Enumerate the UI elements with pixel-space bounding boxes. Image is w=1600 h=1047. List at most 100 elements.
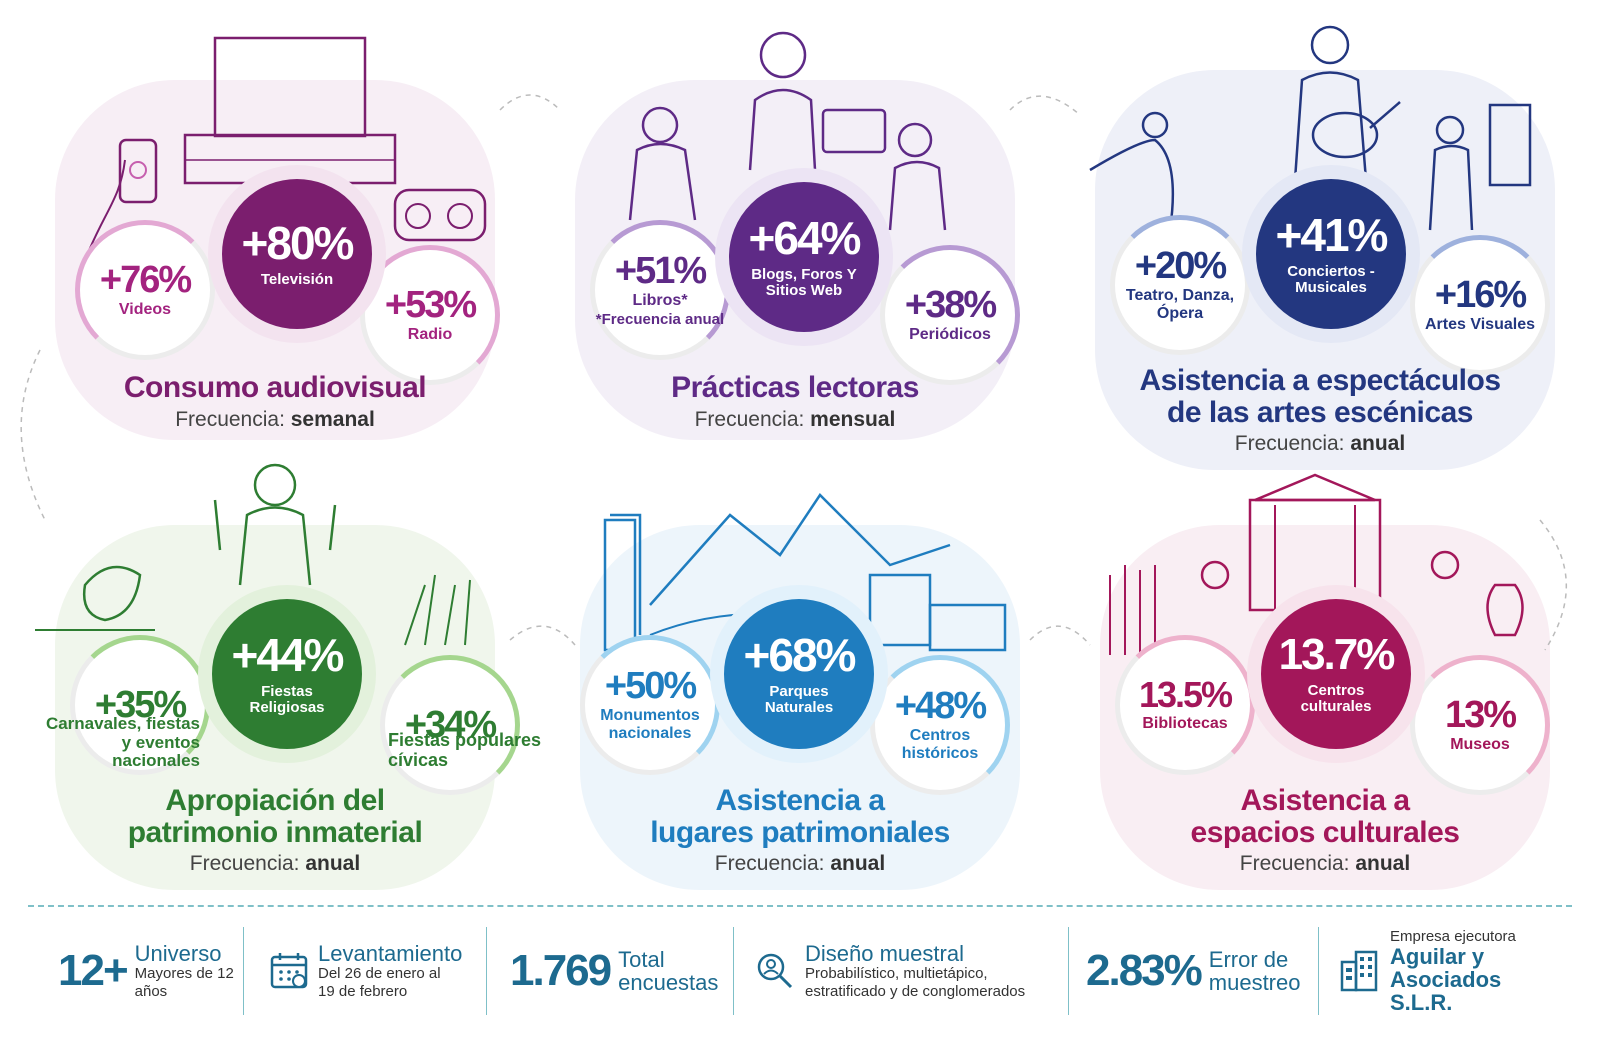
panel-title-line-2: espacios culturales: [1190, 816, 1460, 849]
readers-illustration-icon: [628, 31, 947, 231]
panel-frequency: Frecuencia: anual: [1075, 852, 1575, 876]
encuestas-number: 1.769: [510, 946, 612, 995]
stat-right-value: +53%: [384, 284, 477, 327]
panel-title: Asistencia a espacios culturales: [1075, 785, 1575, 849]
panel-frequency: Frecuencia: anual: [550, 852, 1050, 876]
panel-title-line-1: Asistencia a: [715, 784, 885, 817]
stat-left-label: Bibliotecas: [1142, 715, 1228, 733]
stat-right-value: +38%: [904, 284, 997, 327]
levantamiento-sub: Del 26 de enero al 19 de febrero: [318, 965, 441, 1000]
stat-main-value: +68%: [743, 628, 857, 681]
freq-prefix: Frecuencia:: [175, 408, 285, 431]
stat-left-circle: +20% Teatro, Danza, Ópera: [1110, 215, 1250, 355]
stat-main-circle: +64% Blogs, Foros Y Sitios Web: [715, 168, 893, 346]
panel-title: Asistencia a lugares patrimoniales: [550, 785, 1050, 849]
stat-left-label: Libros*: [632, 291, 688, 309]
stat-left-label: Monumentos nacionales: [600, 707, 700, 742]
stat-right-label: Museos: [1450, 736, 1510, 754]
freq-value: mensual: [810, 408, 896, 431]
stat-main-label: Blogs, Foros Y Sitios Web: [751, 265, 857, 299]
stat-right-value: +48%: [894, 685, 987, 728]
panel-title-line-1: Asistencia a: [1240, 784, 1410, 817]
footer-diseno: Diseño muestral Probabilístico, multietá…: [753, 927, 1073, 1015]
freq-prefix: Frecuencia:: [694, 408, 805, 431]
footer-empresa: Empresa ejecutora Aguilar y Asociados S.…: [1336, 927, 1566, 1015]
freq-value: anual: [830, 852, 886, 875]
universo-heading: Universo: [134, 941, 222, 967]
stat-left-circle: +50% Monumentos nacionales: [580, 635, 720, 775]
stat-right-label: Radio: [407, 326, 453, 344]
panel-title-line-2: lugares patrimoniales: [650, 816, 950, 849]
stat-right-label: Centros históricos: [901, 727, 979, 762]
stat-main-value: 13.7%: [1278, 629, 1396, 679]
footer-divider: [733, 927, 734, 1015]
freq-prefix: Frecuencia:: [1234, 432, 1345, 455]
freq-value: semanal: [290, 408, 375, 431]
stat-right-label: Artes Visuales: [1425, 316, 1535, 334]
stat-main-value: +64%: [748, 211, 862, 264]
panel-title: Apropiación del patrimonio inmaterial: [25, 785, 525, 849]
stat-right-circle: +34%: [380, 655, 520, 795]
stat-left-note: *Frecuencia anual: [595, 310, 725, 328]
stat-right-label: Periódicos: [909, 326, 991, 344]
stat-left-value: +35%: [94, 684, 187, 726]
stat-left-label: Teatro, Danza, Ópera: [1125, 287, 1235, 322]
stat-main-circle: +44% Fiestas Religiosas: [198, 585, 376, 763]
freq-prefix: Frecuencia:: [189, 852, 300, 875]
stat-left-value: +20%: [1134, 245, 1227, 288]
levantamiento-heading: Levantamiento: [318, 941, 463, 967]
stat-left-circle: +76% Videos: [75, 220, 215, 360]
panel-title-text: Consumo audiovisual: [123, 371, 427, 404]
stat-main-circle: +41% Conciertos - Musicales: [1242, 165, 1420, 343]
panel-title-line-2: de las artes escénicas: [1167, 396, 1473, 429]
festival-illustration-icon: [35, 463, 471, 646]
footer-divider: [1068, 927, 1069, 1015]
freq-value: anual: [1350, 432, 1406, 455]
stat-main-label: Centros culturales: [1300, 681, 1372, 715]
universo-sub: Mayores de 12 años: [134, 965, 234, 1000]
stat-left-circle: +35%: [70, 635, 210, 775]
panel-title: Asistencia a espectáculos de las artes e…: [1070, 365, 1570, 429]
universo-number: 12+: [58, 946, 129, 995]
stat-right-value: 13%: [1444, 694, 1517, 737]
diseno-heading: Diseño muestral: [805, 941, 964, 967]
stat-right-circle: +38% Periódicos: [880, 245, 1020, 385]
stat-left-circle: 13.5% Bibliotecas: [1115, 635, 1255, 775]
panel-lugares-patrimoniales: +50% Monumentos nacionales +48% Centros …: [550, 455, 1050, 895]
calendar-icon: [270, 953, 308, 989]
stat-main-value: +44%: [231, 628, 345, 681]
panel-espacios-culturales: 13.5% Bibliotecas 13% Museos 13.7% Centr…: [1075, 455, 1575, 895]
freq-prefix: Frecuencia:: [1239, 852, 1350, 875]
stat-left-value: +76%: [99, 259, 192, 302]
stat-left-label: Videos: [118, 301, 172, 319]
empresa-heading: Aguilar y Asociados S.L.R.: [1390, 943, 1502, 1016]
stat-main-circle: +68% Parques Naturales: [710, 585, 888, 763]
methodology-footer: 12+ Universo Mayores de 12 años Levantam…: [28, 905, 1572, 1035]
stat-left-label: Carnavales, fiestas y eventos nacionales: [45, 714, 200, 771]
footer-error: 2.83% Error de muestreo: [1086, 927, 1326, 1015]
buildings-icon: [1340, 950, 1378, 992]
error-heading: Error de muestreo: [1208, 946, 1301, 995]
performers-illustration-icon: [1089, 25, 1532, 231]
stat-right-value: +34%: [404, 704, 497, 746]
footer-divider: [243, 927, 244, 1015]
stat-right-circle: 13% Museos: [1410, 655, 1550, 795]
freq-value: anual: [1355, 852, 1411, 875]
stat-left-value: 13.5%: [1138, 674, 1233, 716]
empresa-sub: Empresa ejecutora: [1390, 927, 1516, 945]
stat-main-label: Parques Naturales: [764, 682, 834, 716]
panel-practicas-lectoras: +51% Libros* *Frecuencia anual +38% Peri…: [545, 10, 1045, 450]
panel-consumo-audiovisual: +76% Videos +53% Radio +80% Televisión C…: [25, 10, 525, 450]
stat-main-label: Fiestas Religiosas: [249, 682, 325, 716]
panel-title-line-2: patrimonio inmaterial: [127, 816, 423, 849]
stat-right-circle: +16% Artes Visuales: [1410, 235, 1550, 375]
stat-left-circle: +51% Libros* *Frecuencia anual: [590, 220, 730, 360]
footer-levantamiento: Levantamiento Del 26 de enero al 19 de f…: [268, 927, 478, 1015]
stat-right-circle: +48% Centros históricos: [870, 655, 1010, 795]
stat-main-circle: 13.7% Centros culturales: [1247, 585, 1425, 763]
panel-patrimonio-inmaterial: +35% Carnavales, fiestas y eventos nacio…: [25, 455, 541, 895]
museum-illustration-icon: [1109, 473, 1524, 655]
encuestas-heading: Total encuestas: [618, 946, 719, 995]
stat-main-label: Televisión: [260, 270, 334, 288]
footer-universo: 12+ Universo Mayores de 12 años: [58, 927, 248, 1015]
